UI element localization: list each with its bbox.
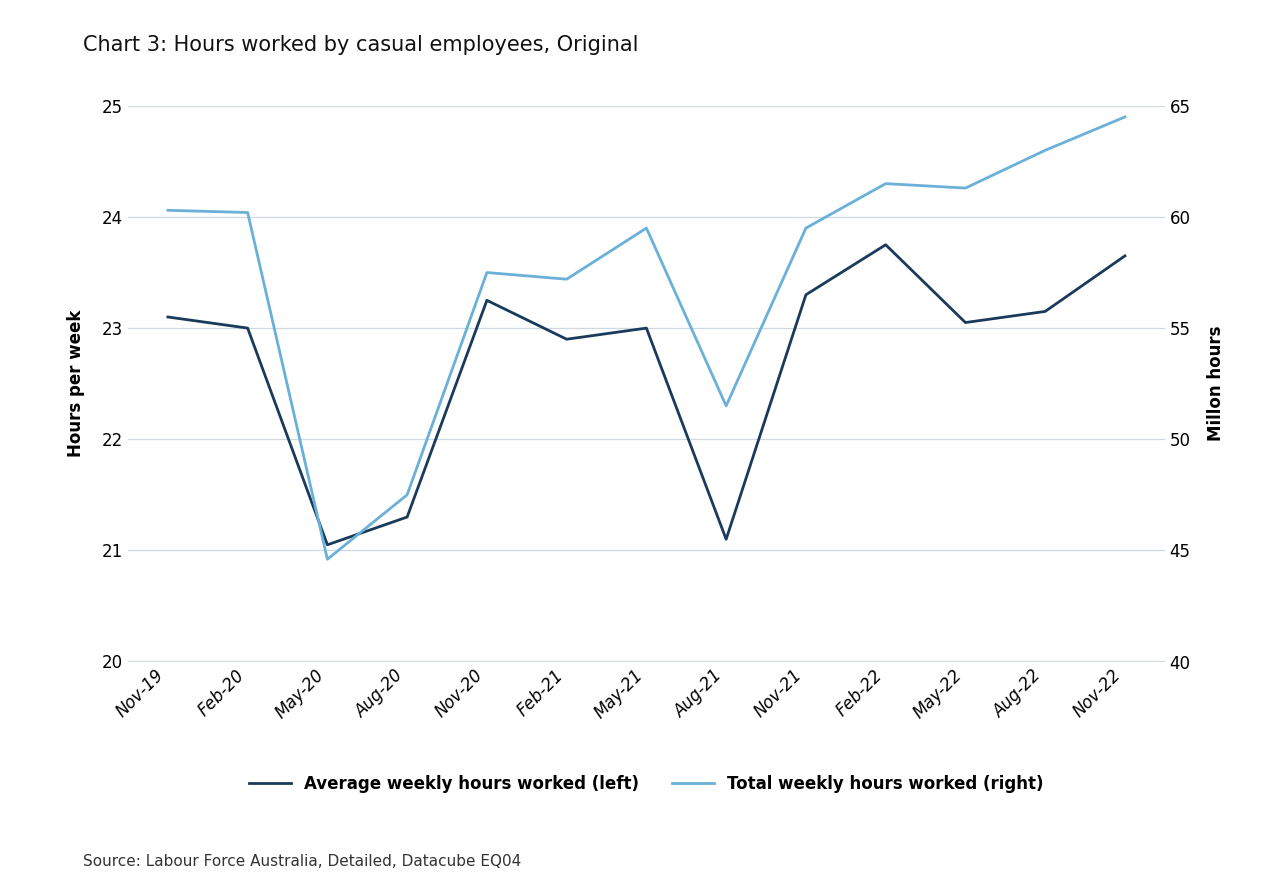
Average weekly hours worked (left) <box>479 295 494 305</box>
Total weekly hours worked (right) <box>479 267 494 278</box>
Average weekly hours worked (left) <box>718 534 733 544</box>
Average weekly hours worked (left) <box>799 289 814 300</box>
Total weekly hours worked (right) <box>1038 145 1053 155</box>
Total weekly hours worked (right) <box>718 400 733 411</box>
Total weekly hours worked (right) <box>320 554 335 564</box>
Average weekly hours worked (left) <box>878 239 893 250</box>
Total weekly hours worked (right) <box>957 183 973 193</box>
Total weekly hours worked (right) <box>559 274 575 285</box>
Total weekly hours worked (right) <box>639 223 654 234</box>
Total weekly hours worked (right) <box>878 178 893 189</box>
Text: Chart 3: Hours worked by casual employees, Original: Chart 3: Hours worked by casual employee… <box>83 35 639 56</box>
Y-axis label: Millon hours: Millon hours <box>1207 326 1225 441</box>
Average weekly hours worked (left) <box>160 311 175 322</box>
Average weekly hours worked (left) <box>320 540 335 550</box>
Line: Total weekly hours worked (right): Total weekly hours worked (right) <box>168 117 1125 559</box>
Text: Source: Labour Force Australia, Detailed, Datacube EQ04: Source: Labour Force Australia, Detailed… <box>83 854 521 869</box>
Average weekly hours worked (left) <box>239 323 255 333</box>
Legend: Average weekly hours worked (left), Total weekly hours worked (right): Average weekly hours worked (left), Tota… <box>241 767 1052 802</box>
Average weekly hours worked (left) <box>639 323 654 333</box>
Total weekly hours worked (right) <box>799 223 814 234</box>
Average weekly hours worked (left) <box>399 512 415 522</box>
Average weekly hours worked (left) <box>1117 250 1133 261</box>
Total weekly hours worked (right) <box>1117 112 1133 123</box>
Y-axis label: Hours per week: Hours per week <box>68 310 86 458</box>
Total weekly hours worked (right) <box>160 205 175 215</box>
Line: Average weekly hours worked (left): Average weekly hours worked (left) <box>168 244 1125 545</box>
Total weekly hours worked (right) <box>239 207 255 218</box>
Average weekly hours worked (left) <box>957 318 973 328</box>
Average weekly hours worked (left) <box>559 334 575 345</box>
Total weekly hours worked (right) <box>399 490 415 500</box>
Average weekly hours worked (left) <box>1038 306 1053 317</box>
